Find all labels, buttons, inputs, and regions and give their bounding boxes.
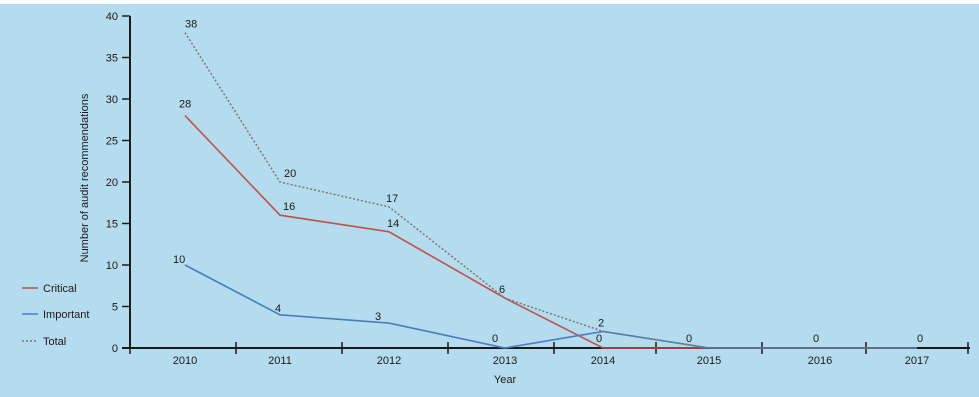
y-tick-label: 20 (106, 177, 118, 189)
y-tick-label: 30 (106, 94, 118, 106)
data-label: 0 (686, 333, 692, 345)
y-tick-label: 40 (106, 11, 118, 23)
data-label: 20 (284, 168, 296, 180)
data-label: 14 (387, 218, 399, 230)
x-axis-title: Year (494, 374, 517, 386)
y-tick-label: 10 (106, 260, 118, 272)
x-tick-label: 2011 (268, 355, 292, 367)
data-label: 2 (598, 317, 604, 329)
data-label: 6 (499, 284, 505, 296)
data-label: 38 (185, 19, 197, 31)
y-tick-label: 25 (106, 136, 118, 148)
y-axis-title: Number of audit recommendations (79, 93, 91, 262)
data-label: 16 (283, 201, 295, 213)
data-label: 4 (275, 303, 281, 315)
y-tick-label: 35 (106, 53, 118, 65)
series-line-total (184, 32, 917, 349)
x-tick-label: 2016 (808, 355, 832, 367)
legend-label-important: Important (43, 309, 89, 321)
legend-label-total: Total (43, 336, 66, 348)
data-label: 0 (813, 333, 819, 345)
series-layer (184, 32, 917, 349)
x-tick-label: 2010 (173, 355, 197, 367)
y-tick-label: 15 (106, 219, 118, 231)
top-border (0, 0, 979, 4)
legend: Critical Important Total (22, 283, 89, 348)
x-tick-label: 2013 (493, 355, 517, 367)
x-tick-label: 2017 (905, 355, 929, 367)
data-label: 0 (596, 333, 602, 345)
legend-label-critical: Critical (43, 283, 77, 295)
data-label: 17 (386, 193, 398, 205)
data-label: 0 (917, 333, 923, 345)
data-label: 10 (173, 254, 185, 266)
data-label: 28 (179, 99, 191, 111)
x-tick-label: 2012 (377, 355, 401, 367)
x-tick-label: 2015 (697, 355, 721, 367)
data-label: 3 (375, 311, 381, 323)
series-line-important (184, 264, 917, 349)
data-label: 0 (492, 333, 498, 345)
y-tick-label: 5 (112, 302, 118, 314)
y-tick-label: 0 (112, 343, 118, 355)
x-tick-label: 2014 (591, 355, 615, 367)
